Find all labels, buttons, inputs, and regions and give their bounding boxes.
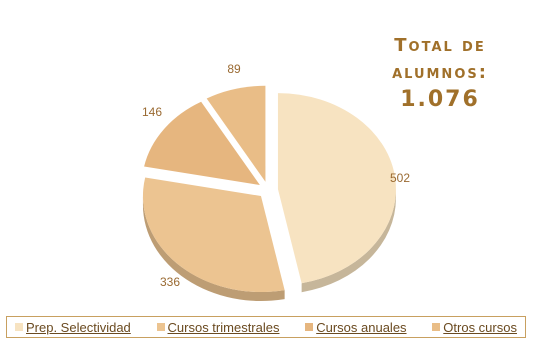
data-label-2: 146 <box>142 105 162 119</box>
legend-label-2: Cursos anuales <box>316 319 407 335</box>
pie-slice-top-2 <box>144 101 260 186</box>
legend-item-otros-cursos: Otros cursos <box>432 320 517 335</box>
legend-swatch-1 <box>156 323 165 331</box>
pie-slice-top-0 <box>277 93 396 284</box>
pie-slice-top-1 <box>142 177 285 293</box>
legend-swatch-2 <box>305 323 314 331</box>
legend-item-prep-selectividad: Prep. Selectividad <box>15 320 131 335</box>
legend-item-cursos-anuales: Cursos anuales <box>305 319 407 335</box>
pie-slice-0 <box>277 93 396 293</box>
pie-slice-3 <box>206 85 266 182</box>
pie-slice-2 <box>144 101 260 186</box>
total-students-box: Total de alumnos: 1.076 <box>360 32 520 113</box>
chart-legend: Prep. Selectividad Cursos trimestrales C… <box>6 316 526 338</box>
total-value: 1.076 <box>400 87 480 112</box>
total-line-1: Total de <box>394 35 486 56</box>
legend-label-0: Prep. Selectividad <box>26 319 131 335</box>
pie-slice-side-0 <box>301 189 396 293</box>
legend-label-1: Cursos trimestrales <box>167 319 280 335</box>
data-label-1: 336 <box>160 275 180 289</box>
pie-slice-1 <box>142 177 285 302</box>
legend-item-cursos-trimestrales: Cursos trimestrales <box>156 319 280 335</box>
pie-slice-top-3 <box>206 85 266 182</box>
data-label-0: 502 <box>390 171 410 185</box>
legend-label-3: Otros cursos <box>443 319 517 335</box>
legend-swatch-3 <box>432 323 441 331</box>
pie-chart: 502 336 146 89 <box>142 62 410 302</box>
data-label-3: 89 <box>227 62 241 76</box>
legend-swatch-0 <box>15 323 23 331</box>
total-line-2: alumnos: <box>392 62 488 83</box>
